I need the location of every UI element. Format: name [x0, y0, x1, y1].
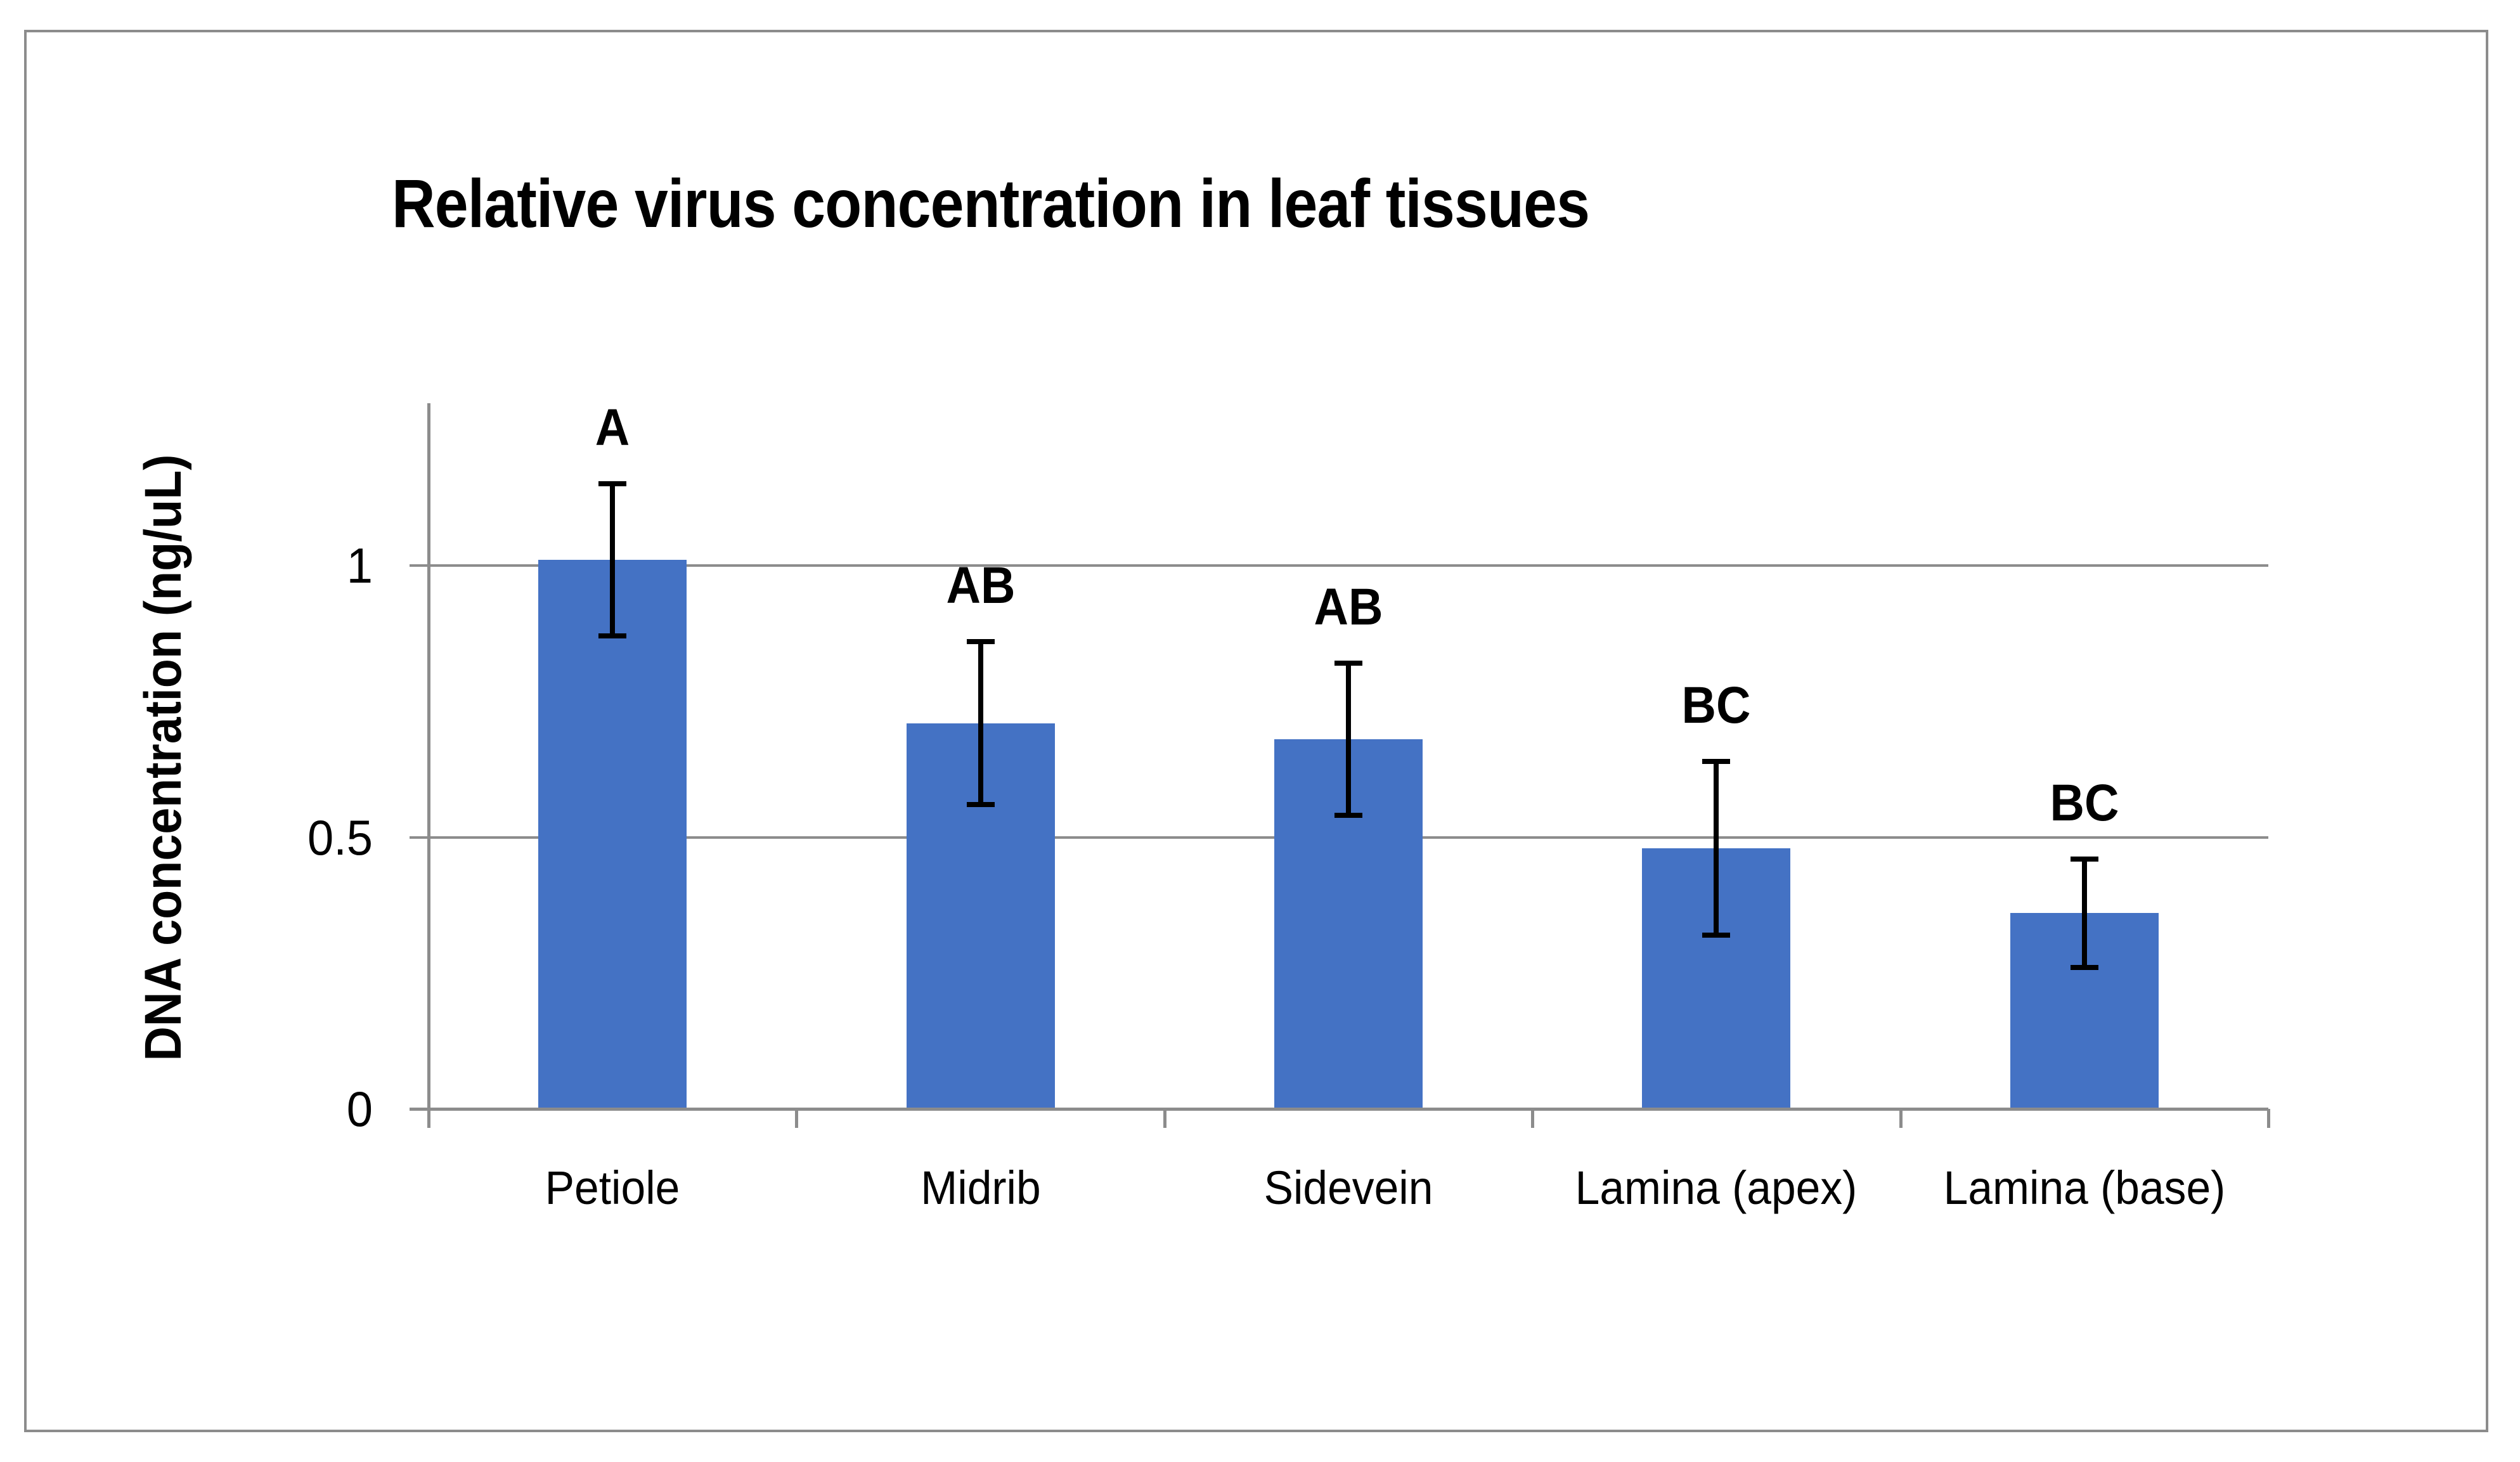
category-label-2: Sidevein	[1263, 1161, 1433, 1214]
category-label-3: Lamina (apex)	[1575, 1161, 1858, 1214]
x-tick-mark-2	[1163, 1109, 1166, 1128]
chart-border-frame	[24, 30, 2488, 1432]
error-bar-cap-top-1	[966, 638, 995, 644]
error-bar-cap-top-0	[598, 481, 627, 487]
category-label-1: Midrib	[920, 1161, 1041, 1214]
error-bar-line-1	[978, 641, 983, 805]
y-axis-line	[427, 403, 430, 1128]
category-label-0: Petiole	[545, 1161, 680, 1214]
significance-letter-0: A	[595, 399, 630, 457]
x-tick-mark-4	[1899, 1109, 1903, 1128]
x-tick-mark-1	[795, 1109, 799, 1128]
error-bar-cap-top-2	[1334, 661, 1362, 666]
error-bar-cap-bottom-1	[966, 802, 995, 808]
error-bar-line-4	[2081, 858, 2087, 968]
y-tick-mark-1	[410, 564, 429, 567]
y-tick-mark-0.5	[410, 836, 429, 839]
significance-letter-3: BC	[1681, 676, 1751, 734]
y-tick-label-0: 0	[346, 1081, 373, 1137]
error-bar-cap-bottom-4	[2070, 965, 2098, 971]
error-bar-cap-bottom-0	[598, 633, 627, 639]
significance-letter-2: AB	[1314, 578, 1383, 637]
bar-0	[538, 560, 687, 1109]
y-tick-label-1: 1	[346, 538, 373, 593]
error-bar-line-0	[610, 484, 616, 637]
x-axis-line	[410, 1108, 2268, 1111]
error-bar-line-3	[1714, 761, 1719, 935]
y-tick-label-0.5: 0.5	[307, 809, 373, 865]
significance-letter-4: BC	[2050, 773, 2119, 832]
category-label-4: Lamina (base)	[1943, 1161, 2226, 1214]
chart-title: Relative virus concentration in leaf tis…	[392, 165, 1590, 242]
x-tick-mark-3	[1531, 1109, 1535, 1128]
error-bar-cap-bottom-2	[1334, 813, 1362, 818]
error-bar-cap-top-4	[2070, 856, 2098, 862]
error-bar-cap-top-3	[1702, 758, 1731, 764]
error-bar-line-2	[1346, 663, 1351, 816]
error-bar-cap-bottom-3	[1702, 932, 1731, 938]
gridline-y-1	[429, 564, 2268, 567]
significance-letter-1: AB	[946, 556, 1016, 614]
x-tick-mark-5	[2267, 1109, 2270, 1128]
